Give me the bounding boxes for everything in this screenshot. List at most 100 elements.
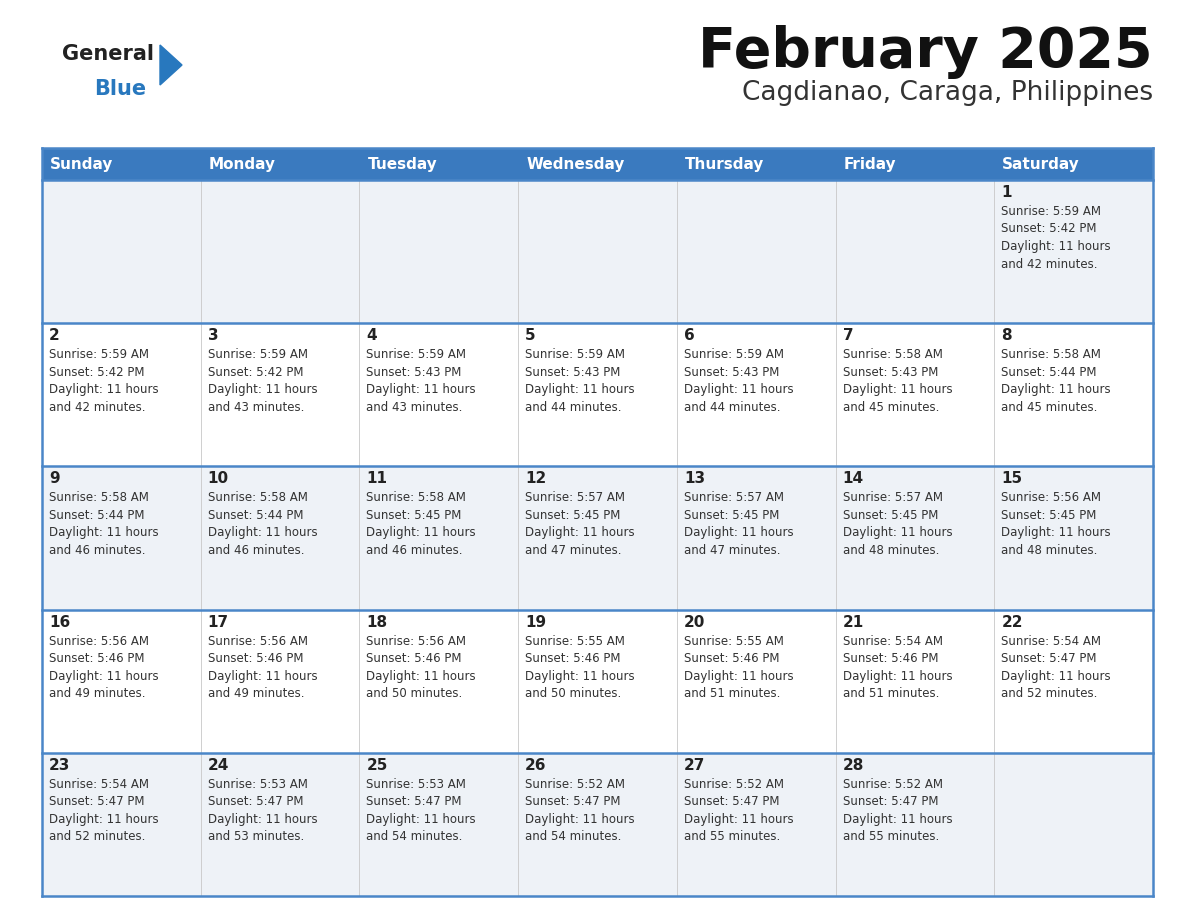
- Text: Daylight: 11 hours: Daylight: 11 hours: [842, 526, 953, 540]
- Polygon shape: [160, 45, 182, 85]
- Text: and 53 minutes.: and 53 minutes.: [208, 830, 304, 844]
- Text: Sunset: 5:47 PM: Sunset: 5:47 PM: [366, 795, 462, 809]
- Text: Sunset: 5:43 PM: Sunset: 5:43 PM: [366, 365, 462, 379]
- Text: Sunrise: 5:58 AM: Sunrise: 5:58 AM: [842, 348, 942, 361]
- Text: and 42 minutes.: and 42 minutes.: [1001, 258, 1098, 271]
- Text: Sunset: 5:47 PM: Sunset: 5:47 PM: [208, 795, 303, 809]
- Text: 15: 15: [1001, 472, 1023, 487]
- Text: Sunrise: 5:56 AM: Sunrise: 5:56 AM: [208, 634, 308, 647]
- Text: Daylight: 11 hours: Daylight: 11 hours: [208, 526, 317, 540]
- Text: 17: 17: [208, 614, 229, 630]
- Text: Daylight: 11 hours: Daylight: 11 hours: [49, 669, 159, 683]
- Text: Sunset: 5:46 PM: Sunset: 5:46 PM: [525, 652, 620, 666]
- Text: and 50 minutes.: and 50 minutes.: [525, 687, 621, 700]
- Text: Sunset: 5:42 PM: Sunset: 5:42 PM: [1001, 222, 1097, 236]
- Text: Sunset: 5:44 PM: Sunset: 5:44 PM: [1001, 365, 1097, 379]
- Text: Sunrise: 5:55 AM: Sunrise: 5:55 AM: [525, 634, 625, 647]
- Text: Daylight: 11 hours: Daylight: 11 hours: [684, 526, 794, 540]
- Text: Daylight: 11 hours: Daylight: 11 hours: [366, 526, 476, 540]
- Text: Saturday: Saturday: [1003, 156, 1080, 172]
- Text: Sunset: 5:46 PM: Sunset: 5:46 PM: [842, 652, 939, 666]
- Text: and 44 minutes.: and 44 minutes.: [525, 400, 621, 414]
- Text: and 51 minutes.: and 51 minutes.: [842, 687, 939, 700]
- Text: Daylight: 11 hours: Daylight: 11 hours: [525, 812, 634, 826]
- Text: Sunrise: 5:58 AM: Sunrise: 5:58 AM: [49, 491, 148, 504]
- Text: Sunrise: 5:58 AM: Sunrise: 5:58 AM: [208, 491, 308, 504]
- Text: 26: 26: [525, 757, 546, 773]
- Text: Sunset: 5:46 PM: Sunset: 5:46 PM: [208, 652, 303, 666]
- Text: and 45 minutes.: and 45 minutes.: [842, 400, 939, 414]
- Text: 14: 14: [842, 472, 864, 487]
- Text: Daylight: 11 hours: Daylight: 11 hours: [842, 669, 953, 683]
- Text: Sunset: 5:47 PM: Sunset: 5:47 PM: [1001, 652, 1097, 666]
- Text: Sunset: 5:45 PM: Sunset: 5:45 PM: [366, 509, 462, 522]
- Text: Sunset: 5:47 PM: Sunset: 5:47 PM: [525, 795, 620, 809]
- Text: Daylight: 11 hours: Daylight: 11 hours: [208, 383, 317, 397]
- Text: Sunset: 5:46 PM: Sunset: 5:46 PM: [366, 652, 462, 666]
- Text: Sunset: 5:44 PM: Sunset: 5:44 PM: [208, 509, 303, 522]
- Text: Sunset: 5:46 PM: Sunset: 5:46 PM: [684, 652, 779, 666]
- Text: and 46 minutes.: and 46 minutes.: [366, 543, 463, 557]
- Text: Sunset: 5:43 PM: Sunset: 5:43 PM: [525, 365, 620, 379]
- Text: and 54 minutes.: and 54 minutes.: [366, 830, 463, 844]
- Text: Daylight: 11 hours: Daylight: 11 hours: [49, 526, 159, 540]
- Text: 27: 27: [684, 757, 706, 773]
- Text: Sunset: 5:45 PM: Sunset: 5:45 PM: [525, 509, 620, 522]
- Text: 13: 13: [684, 472, 704, 487]
- Text: Sunset: 5:45 PM: Sunset: 5:45 PM: [1001, 509, 1097, 522]
- Text: Daylight: 11 hours: Daylight: 11 hours: [684, 669, 794, 683]
- Text: Sunrise: 5:59 AM: Sunrise: 5:59 AM: [1001, 205, 1101, 218]
- Text: Sunset: 5:47 PM: Sunset: 5:47 PM: [49, 795, 145, 809]
- Text: February 2025: February 2025: [699, 25, 1154, 79]
- Text: Sunrise: 5:54 AM: Sunrise: 5:54 AM: [1001, 634, 1101, 647]
- Text: Sunrise: 5:59 AM: Sunrise: 5:59 AM: [208, 348, 308, 361]
- Text: Sunrise: 5:56 AM: Sunrise: 5:56 AM: [366, 634, 467, 647]
- Text: Sunrise: 5:59 AM: Sunrise: 5:59 AM: [366, 348, 467, 361]
- Text: Sunset: 5:42 PM: Sunset: 5:42 PM: [49, 365, 145, 379]
- Text: Daylight: 11 hours: Daylight: 11 hours: [1001, 240, 1111, 253]
- Text: and 48 minutes.: and 48 minutes.: [1001, 543, 1098, 557]
- Text: Daylight: 11 hours: Daylight: 11 hours: [684, 812, 794, 826]
- Text: 19: 19: [525, 614, 546, 630]
- Text: Sunrise: 5:57 AM: Sunrise: 5:57 AM: [684, 491, 784, 504]
- Text: Daylight: 11 hours: Daylight: 11 hours: [208, 669, 317, 683]
- Text: 25: 25: [366, 757, 387, 773]
- Text: 18: 18: [366, 614, 387, 630]
- Text: Sunset: 5:42 PM: Sunset: 5:42 PM: [208, 365, 303, 379]
- Text: 11: 11: [366, 472, 387, 487]
- Text: 12: 12: [525, 472, 546, 487]
- Text: Sunrise: 5:58 AM: Sunrise: 5:58 AM: [366, 491, 467, 504]
- Text: 10: 10: [208, 472, 229, 487]
- Text: Sunset: 5:45 PM: Sunset: 5:45 PM: [684, 509, 779, 522]
- Text: Sunset: 5:43 PM: Sunset: 5:43 PM: [684, 365, 779, 379]
- Text: and 43 minutes.: and 43 minutes.: [208, 400, 304, 414]
- Text: Monday: Monday: [209, 156, 276, 172]
- Text: Sunset: 5:43 PM: Sunset: 5:43 PM: [842, 365, 939, 379]
- Text: Sunset: 5:45 PM: Sunset: 5:45 PM: [842, 509, 939, 522]
- Text: Sunrise: 5:52 AM: Sunrise: 5:52 AM: [842, 778, 942, 790]
- Text: and 44 minutes.: and 44 minutes.: [684, 400, 781, 414]
- Text: Daylight: 11 hours: Daylight: 11 hours: [1001, 669, 1111, 683]
- Text: and 52 minutes.: and 52 minutes.: [49, 830, 145, 844]
- Text: Daylight: 11 hours: Daylight: 11 hours: [208, 812, 317, 826]
- Text: 21: 21: [842, 614, 864, 630]
- Text: Sunset: 5:47 PM: Sunset: 5:47 PM: [684, 795, 779, 809]
- Text: Daylight: 11 hours: Daylight: 11 hours: [49, 383, 159, 397]
- Text: and 42 minutes.: and 42 minutes.: [49, 400, 145, 414]
- Text: and 47 minutes.: and 47 minutes.: [525, 543, 621, 557]
- Text: 1: 1: [1001, 185, 1012, 200]
- Text: Daylight: 11 hours: Daylight: 11 hours: [525, 526, 634, 540]
- Text: Daylight: 11 hours: Daylight: 11 hours: [366, 812, 476, 826]
- Text: Daylight: 11 hours: Daylight: 11 hours: [525, 383, 634, 397]
- Text: Sunrise: 5:59 AM: Sunrise: 5:59 AM: [49, 348, 148, 361]
- Text: Friday: Friday: [843, 156, 896, 172]
- Text: Tuesday: Tuesday: [367, 156, 437, 172]
- Text: 16: 16: [49, 614, 70, 630]
- Text: and 55 minutes.: and 55 minutes.: [684, 830, 781, 844]
- Text: Daylight: 11 hours: Daylight: 11 hours: [1001, 526, 1111, 540]
- Text: Cagdianao, Caraga, Philippines: Cagdianao, Caraga, Philippines: [741, 80, 1154, 106]
- Text: 3: 3: [208, 329, 219, 343]
- Text: 4: 4: [366, 329, 377, 343]
- Text: Daylight: 11 hours: Daylight: 11 hours: [684, 383, 794, 397]
- Text: Sunrise: 5:54 AM: Sunrise: 5:54 AM: [49, 778, 148, 790]
